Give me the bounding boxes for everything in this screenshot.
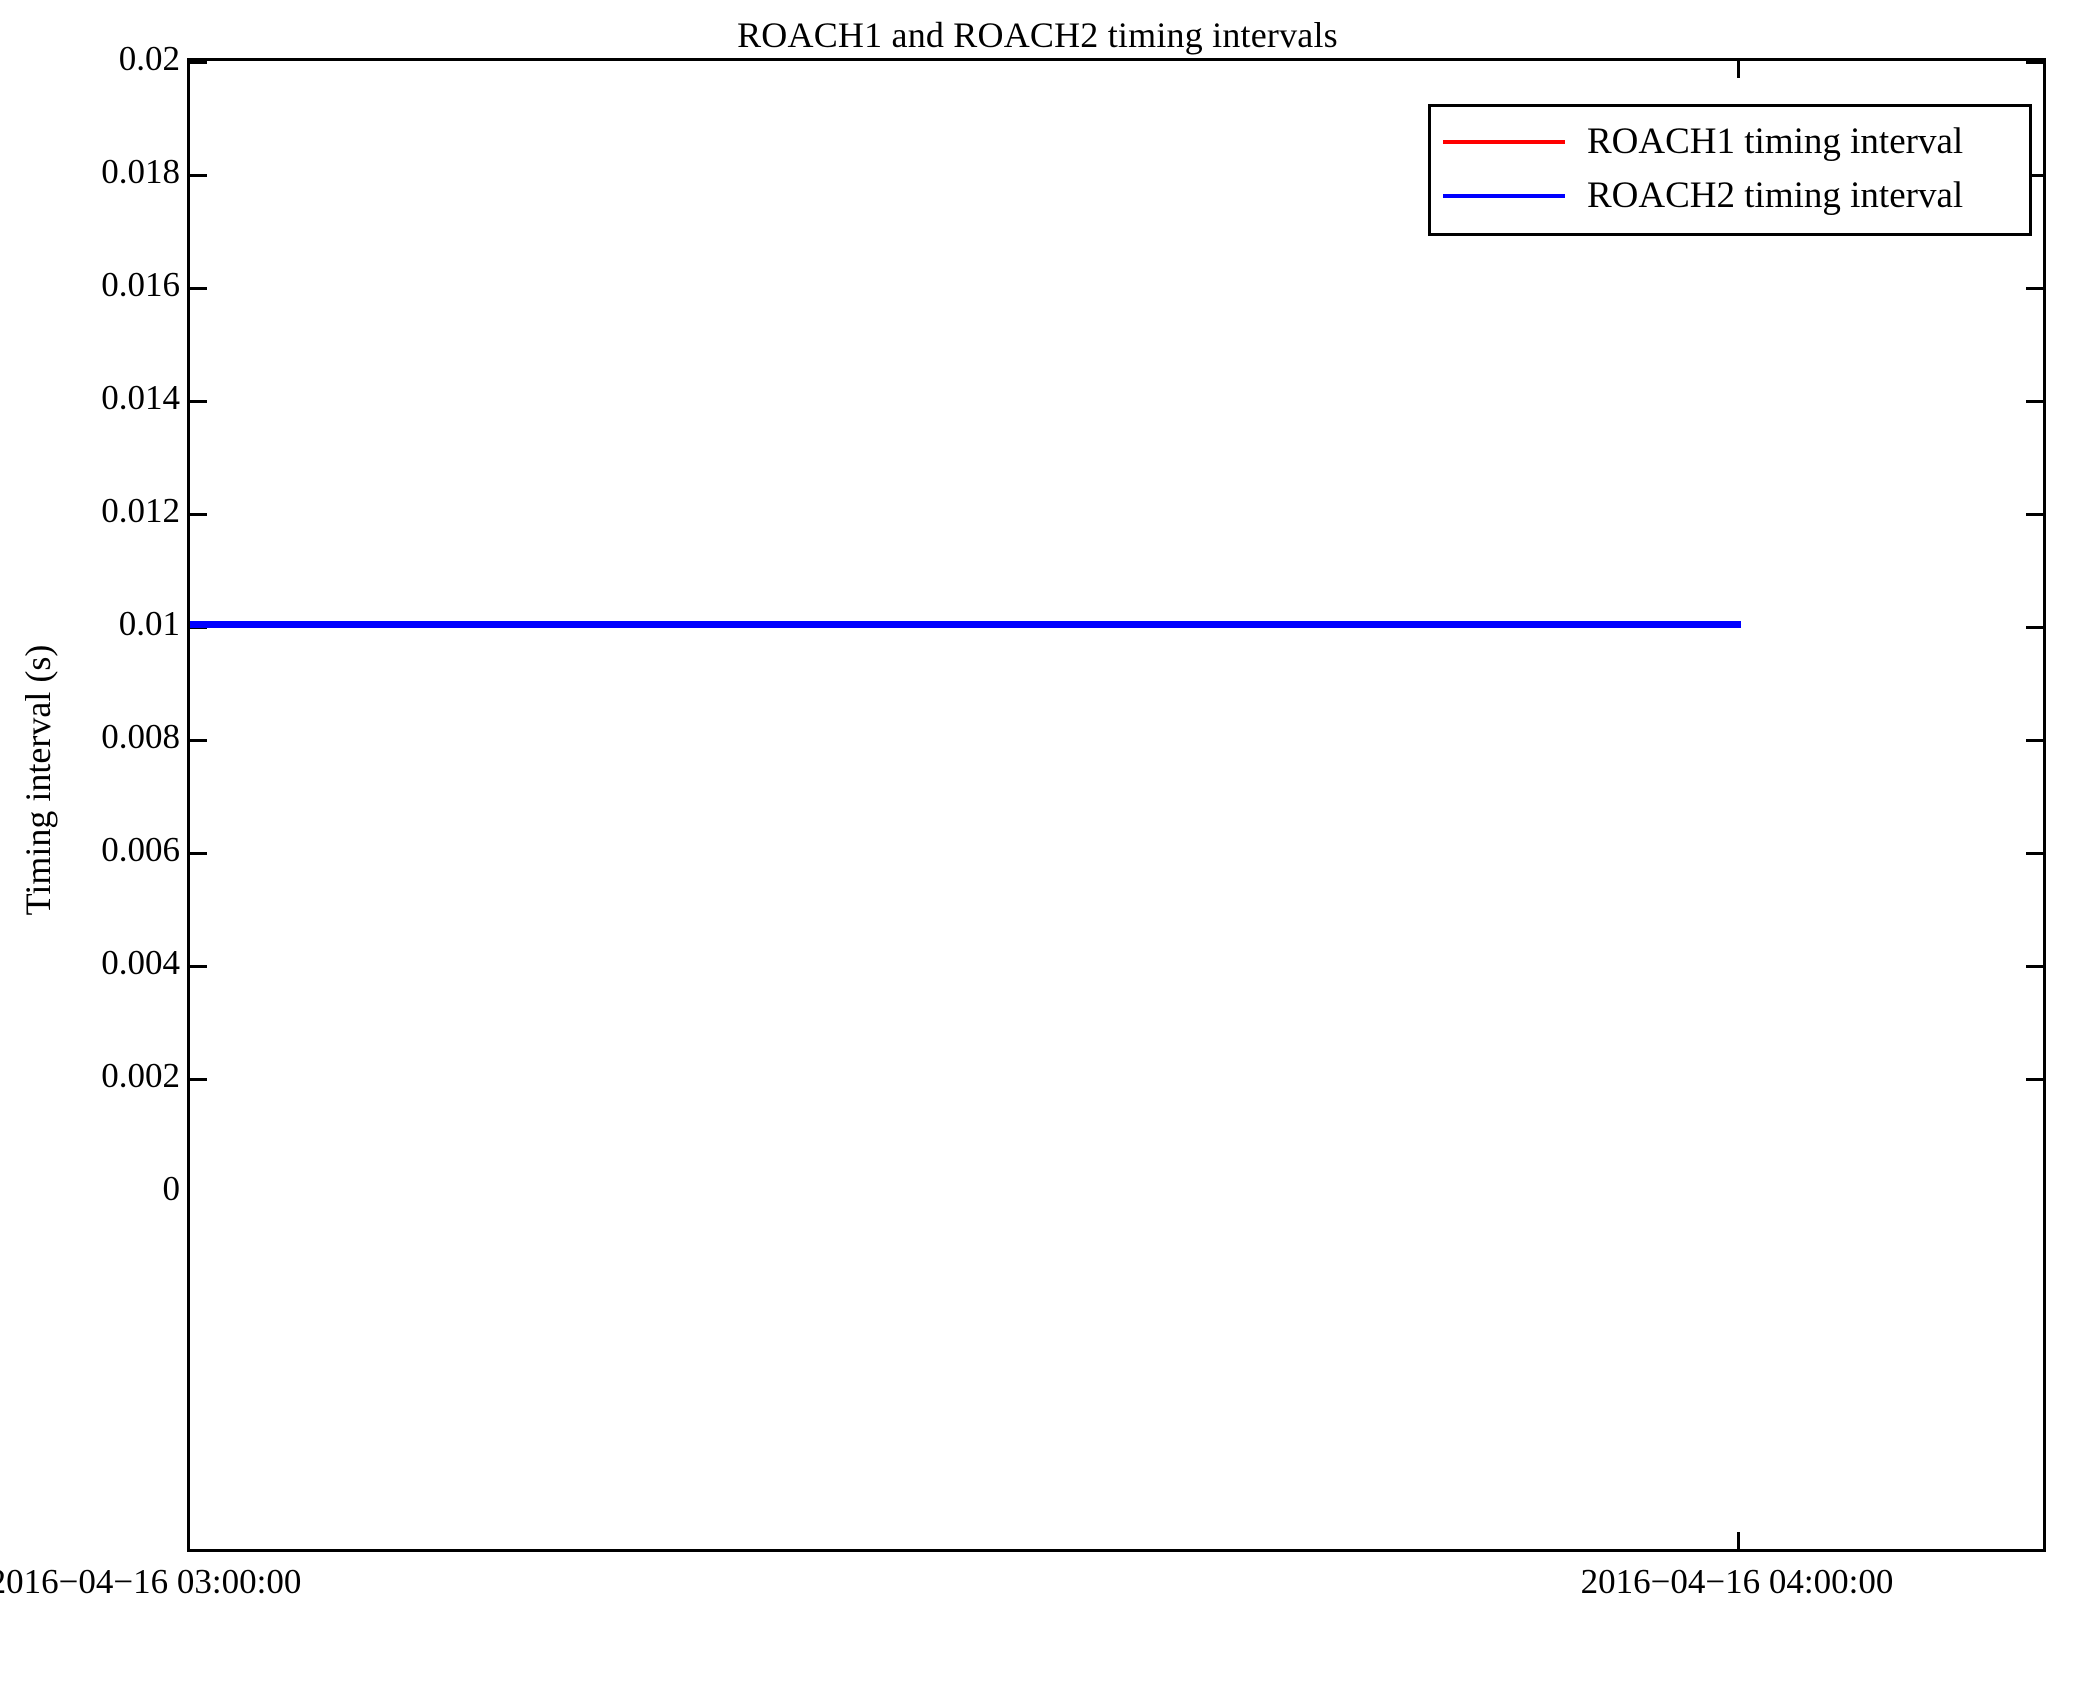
y-tick-left-0.002 xyxy=(190,1078,207,1081)
legend-swatch-roach1-icon xyxy=(1443,140,1565,144)
y-tick-label-0.018: 0.018 xyxy=(101,152,180,191)
y-axis-title: Timing interval (s) xyxy=(18,644,58,916)
y-tick-label-0.02: 0.02 xyxy=(118,39,180,78)
y-tick-right-0.014 xyxy=(2026,400,2043,403)
legend-swatch-roach2-icon xyxy=(1443,194,1565,198)
legend: ROACH1 timing interval ROACH2 timing int… xyxy=(1428,104,2032,236)
series-line-roach2 xyxy=(190,621,1741,628)
y-tick-right-0.016 xyxy=(2026,287,2043,290)
page-title: ROACH1 and ROACH2 timing intervals xyxy=(737,15,1338,55)
y-tick-left-0.006 xyxy=(190,852,207,855)
y-tick-label-0.002: 0.002 xyxy=(101,1056,180,1095)
legend-label-roach2: ROACH2 timing interval xyxy=(1587,175,1964,216)
y-tick-left-0.02 xyxy=(190,61,207,64)
plot-area xyxy=(187,58,2046,1552)
y-tick-left-0.014 xyxy=(190,400,207,403)
y-tick-label-0.012: 0.012 xyxy=(101,491,180,530)
y-tick-left-0.008 xyxy=(190,739,207,742)
y-tick-label-0.014: 0.014 xyxy=(101,378,180,417)
y-tick-left-0.018 xyxy=(190,174,207,177)
y-tick-label-0.01: 0.01 xyxy=(118,604,180,643)
y-tick-right-0.008 xyxy=(2026,739,2043,742)
plot-inner xyxy=(190,61,2043,1549)
y-tick-label-0.006: 0.006 xyxy=(101,830,180,869)
x-tick-label-start: 2016−04−16 03:00:00 xyxy=(0,1562,302,1601)
y-tick-label-0.004: 0.004 xyxy=(101,943,180,982)
x-tick-bottom-end xyxy=(1737,1532,1740,1549)
y-tick-right-0.018 xyxy=(2026,174,2043,177)
legend-item-roach2[interactable]: ROACH2 timing interval xyxy=(1443,169,2017,223)
y-tick-left-0.016 xyxy=(190,287,207,290)
y-tick-left-0.004 xyxy=(190,965,207,968)
y-tick-label-0.016: 0.016 xyxy=(101,265,180,304)
y-tick-label-0.008: 0.008 xyxy=(101,717,180,756)
legend-label-roach1: ROACH1 timing interval xyxy=(1587,121,1964,162)
y-tick-right-0.012 xyxy=(2026,513,2043,516)
y-tick-right-0.004 xyxy=(2026,965,2043,968)
y-tick-label-0: 0 xyxy=(162,1169,181,1208)
y-tick-right-0.01 xyxy=(2026,626,2043,629)
legend-item-roach1[interactable]: ROACH1 timing interval xyxy=(1443,115,2017,169)
x-tick-label-end: 2016−04−16 04:00:00 xyxy=(1580,1562,1894,1601)
x-tick-top-end xyxy=(1737,61,1740,78)
y-tick-right-0.006 xyxy=(2026,852,2043,855)
y-tick-left-0.012 xyxy=(190,513,207,516)
y-tick-right-0.02 xyxy=(2026,61,2043,64)
y-tick-right-0.002 xyxy=(2026,1078,2043,1081)
